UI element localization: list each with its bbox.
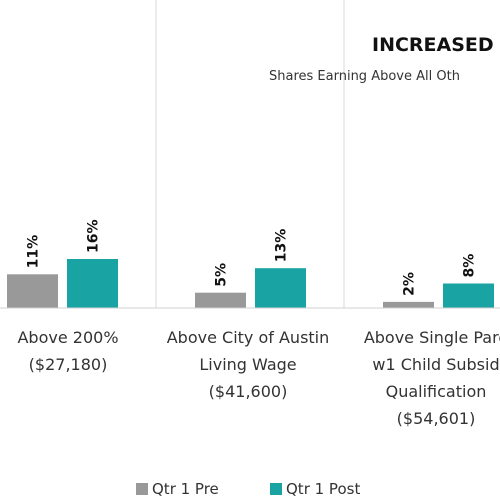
legend-label: Qtr 1 Pre bbox=[152, 480, 219, 498]
bar-pre bbox=[195, 292, 246, 308]
chart-subtitle: Shares Earning Above All Oth bbox=[269, 69, 460, 84]
bar-post bbox=[67, 259, 118, 308]
category-label: Above 200% ($27,180) bbox=[17, 328, 118, 374]
bar-pre bbox=[383, 301, 434, 308]
bar-pre bbox=[7, 274, 58, 308]
category-label: Above City of Austin Living Wage ($41,600) bbox=[167, 328, 330, 401]
legend-swatch bbox=[270, 483, 282, 495]
legend-swatch bbox=[136, 483, 148, 495]
legend-label: Qtr 1 Post bbox=[286, 480, 360, 498]
data-label: 5% bbox=[214, 263, 230, 287]
data-label: 8% bbox=[462, 254, 478, 278]
chart-title: INCREASED bbox=[372, 34, 494, 56]
data-label: 11% bbox=[26, 235, 42, 269]
bar-post bbox=[443, 283, 494, 308]
category-label: Above Single Pare w1 Child Subsid Qualific… bbox=[364, 328, 500, 428]
data-label: 13% bbox=[274, 229, 290, 263]
data-label: 2% bbox=[402, 272, 418, 296]
bar-post bbox=[255, 268, 306, 308]
data-label: 16% bbox=[86, 219, 102, 253]
